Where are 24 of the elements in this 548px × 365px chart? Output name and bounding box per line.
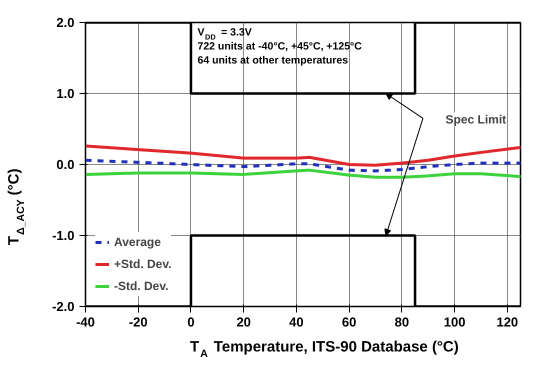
x-tick-label: -20	[128, 314, 148, 330]
x-tick-label: 20	[236, 314, 251, 330]
y-tick-label: 2.0	[56, 15, 75, 30]
x-tick-label: -40	[76, 314, 95, 330]
x-tick-label: 40	[289, 314, 304, 330]
y-tick-label: 1.0	[56, 86, 75, 101]
y-axis-title: TΔ_ACY (°C)	[6, 168, 27, 246]
annotation: 722 units at -40°C, +45°C, +125°C	[198, 40, 362, 52]
x-tick-label: 60	[342, 314, 356, 330]
y-tick-label: -2.0	[52, 299, 75, 314]
line-series	[86, 168, 520, 179]
y-tick-label: -1.0	[52, 228, 75, 243]
legend-label: -Std. Dev.	[114, 279, 168, 293]
line-series	[86, 158, 520, 172]
legend-label: +Std. Dev.	[114, 257, 172, 271]
line-series	[86, 144, 520, 167]
x-tick-label: 120	[496, 314, 518, 330]
x-tick-label: 0	[187, 314, 195, 330]
annotation: 64 units at other temperatures	[198, 54, 348, 66]
annotation: Spec Limit	[446, 112, 506, 126]
y-tick-label: 0.0	[56, 157, 75, 172]
x-tick-label: 100	[444, 314, 466, 330]
x-tick-label: 80	[394, 314, 410, 330]
legend-label: Average	[114, 235, 161, 249]
